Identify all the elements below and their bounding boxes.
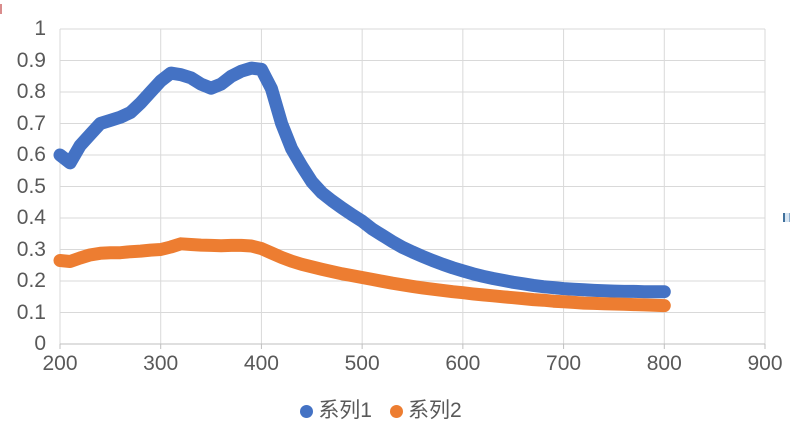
y-tick-label-0.4: 0.4 (16, 206, 46, 229)
legend-marker-icon (300, 404, 314, 418)
x-tick-label-900: 900 (747, 352, 783, 375)
y-tick-label-0.3: 0.3 (16, 237, 46, 261)
y-tick-label-0.2: 0.2 (16, 269, 46, 292)
y-tick-label-0.1: 0.1 (16, 300, 46, 324)
y-tick-label-0.7: 0.7 (16, 111, 46, 135)
x-tick-label-300: 300 (143, 352, 179, 375)
x-tick-label-600: 600 (445, 352, 481, 375)
legend: 系列1 系列2 (0, 399, 762, 423)
legend-item-2[interactable]: 系列2 (390, 399, 462, 423)
x-tick-label-800: 800 (646, 352, 682, 375)
legend-marker-icon (390, 404, 403, 418)
y-tick-label-0.8: 0.8 (16, 80, 46, 103)
x-tick-label-500: 500 (344, 352, 380, 375)
screen-edge-red-artifact (0, 4, 2, 14)
x-tick-label-400: 400 (243, 352, 279, 375)
series-2-line (53, 237, 671, 313)
x-tick-label-200: 200 (42, 352, 78, 375)
series-1-line (53, 61, 671, 299)
y-tick-label-0: 0 (34, 332, 46, 355)
y-tick-label-1: 1 (34, 17, 46, 40)
y-tick-label-0.6: 0.6 (16, 143, 46, 166)
legend-label: 系列2 (408, 399, 462, 422)
legend-item-1[interactable]: 系列1 (300, 399, 372, 423)
y-tick-label-0.9: 0.9 (16, 48, 46, 72)
legend-label: 系列1 (318, 399, 372, 422)
y-tick-label-0.5: 0.5 (16, 174, 46, 198)
chart-handle-artifact (783, 213, 790, 222)
x-tick-label-700: 700 (546, 352, 582, 375)
